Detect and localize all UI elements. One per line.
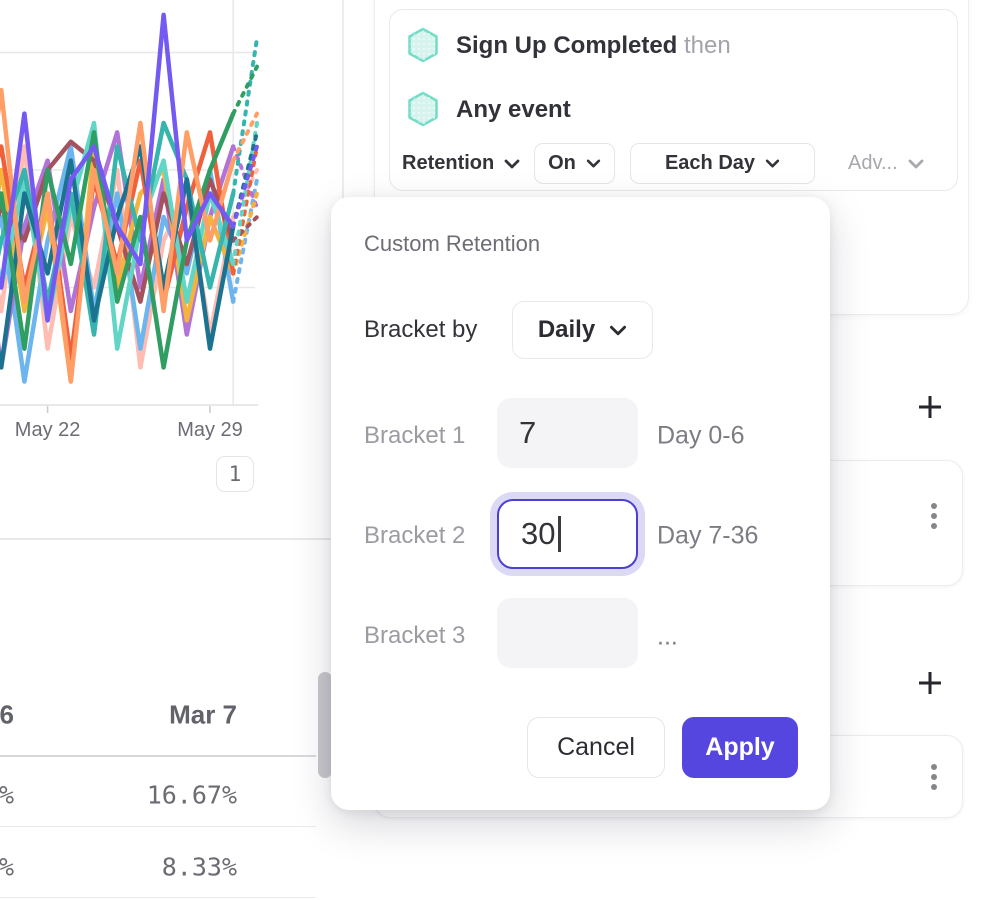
advanced-label: Adv... [848, 152, 898, 174]
pagination-page-button[interactable]: 1 [216, 456, 254, 492]
event-step-1[interactable]: Sign Up Completed then [456, 32, 731, 60]
bracket-by-dropdown[interactable]: Daily [512, 301, 653, 359]
table-header-divider [0, 755, 316, 757]
modal-title: Custom Retention [364, 231, 541, 256]
query-builder-card: Sign Up Completed then Any event Retenti… [389, 9, 958, 191]
bracket-3-input[interactable] [497, 598, 638, 668]
granularity-label: Each Day [664, 152, 756, 174]
bracket-2-value: 30 [521, 516, 556, 551]
on-filter-label: On [548, 152, 576, 174]
add-section-button[interactable] [912, 665, 948, 701]
event-1-name: Sign Up Completed [456, 32, 678, 59]
add-section-button[interactable] [912, 389, 948, 425]
event-hexagon-icon [408, 91, 438, 127]
retention-line-chart: May 22 May 29 [0, 0, 259, 441]
table-cell-fragment: % [0, 852, 14, 882]
apply-button[interactable]: Apply [682, 717, 798, 778]
vertical-scrollbar-thumb[interactable] [318, 672, 332, 778]
bracket-3-range: ... [657, 622, 678, 651]
kebab-dot [931, 764, 937, 770]
bracket-1-input[interactable]: 7 [497, 398, 638, 468]
plus-icon [919, 396, 941, 418]
card-menu-button[interactable] [922, 503, 946, 529]
svg-text:May 22: May 22 [15, 419, 81, 441]
advanced-dropdown[interactable]: Adv... [848, 143, 924, 184]
bracket-by-label: Bracket by [364, 316, 478, 343]
table-row-divider [0, 826, 316, 827]
bracket-3-label: Bracket 3 [364, 622, 466, 649]
granularity-dropdown[interactable]: Each Day [630, 143, 815, 184]
bracket-by-value: Daily [537, 316, 596, 343]
card-menu-button[interactable] [922, 764, 946, 790]
bracket-1-value: 7 [519, 415, 537, 450]
section-divider [0, 538, 342, 540]
bracket-1-label: Bracket 1 [364, 422, 466, 449]
text-cursor [558, 516, 561, 552]
event-hexagon-icon [408, 27, 438, 63]
table-row-divider [0, 897, 316, 898]
table-cell-value: 16.67% [146, 780, 237, 810]
chevron-down-icon [765, 159, 780, 168]
table-cell-fragment: % [0, 780, 14, 810]
chevron-down-icon [504, 159, 520, 168]
event-step-2[interactable]: Any event [456, 96, 571, 124]
bracket-2-input[interactable]: 30 [497, 499, 638, 569]
table-cell-value: 8.33% [161, 852, 237, 882]
svg-text:May 29: May 29 [177, 419, 243, 441]
plus-icon [919, 672, 941, 694]
kebab-dot [931, 784, 937, 790]
table-header-mar6-fragment: 6 [0, 699, 14, 730]
kebab-dot [931, 513, 937, 519]
on-filter-dropdown[interactable]: On [534, 143, 615, 184]
event-2-name: Any event [456, 96, 571, 123]
table-header-mar7: Mar 7 [169, 699, 237, 730]
kebab-dot [931, 774, 937, 780]
cancel-button[interactable]: Cancel [527, 717, 665, 778]
bracket-2-label: Bracket 2 [364, 522, 466, 549]
measurement-dropdown[interactable]: Retention [402, 143, 520, 184]
left-section-border [342, 0, 344, 205]
chevron-down-icon [908, 159, 924, 168]
custom-retention-modal: Custom Retention Bracket by Daily Bracke… [331, 197, 830, 810]
kebab-dot [931, 503, 937, 509]
event-then-label: then [684, 32, 731, 59]
bracket-2-range: Day 7-36 [657, 521, 759, 550]
chevron-down-icon [610, 325, 627, 335]
chevron-down-icon [586, 159, 601, 168]
kebab-dot [931, 523, 937, 529]
bracket-1-range: Day 0-6 [657, 421, 745, 450]
measurement-label: Retention [402, 152, 495, 174]
